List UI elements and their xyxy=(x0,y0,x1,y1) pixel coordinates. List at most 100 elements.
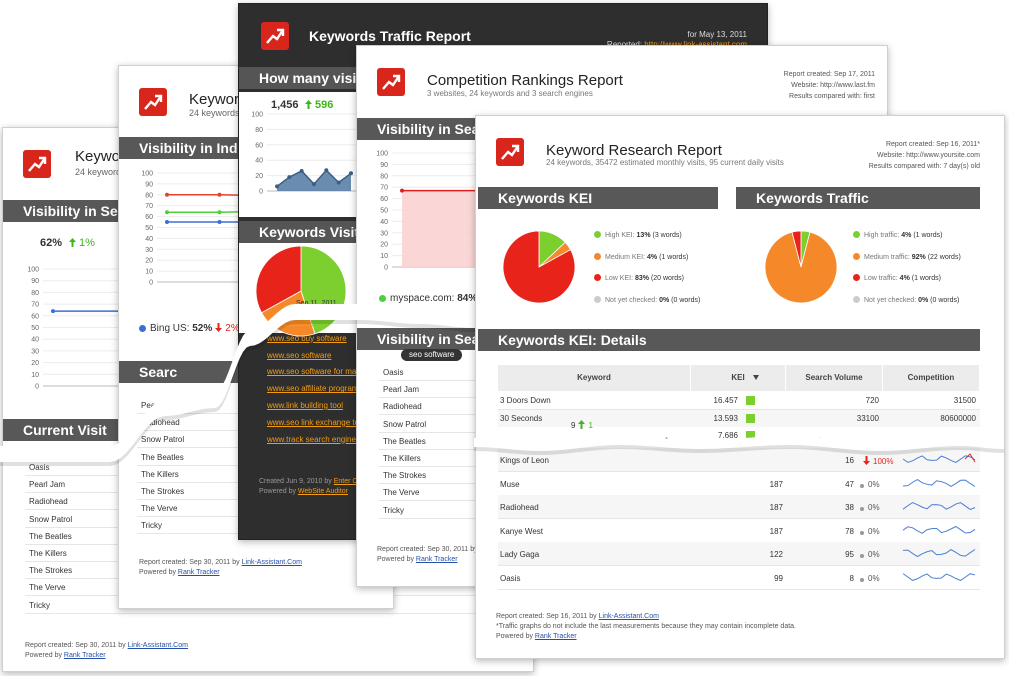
logo-arrow xyxy=(382,75,400,90)
y-tick-label: 50 xyxy=(145,225,153,232)
cell-search-volume: 33100 xyxy=(856,413,879,423)
sparkline-path xyxy=(964,453,976,463)
legend-label: myspace.com: xyxy=(390,293,455,304)
legend-item: Low traffic: 4% (1 words) xyxy=(853,274,941,283)
keyword-link[interactable]: www.seo buy software xyxy=(267,333,347,343)
footer-link[interactable]: Rank Tracker xyxy=(63,652,106,659)
sparkline-path xyxy=(902,549,976,558)
footer-link[interactable]: Enter Comp xyxy=(333,478,372,485)
keyword-link[interactable]: www.seo software xyxy=(267,350,332,360)
logo xyxy=(23,150,51,178)
cell-visits: 187 xyxy=(769,526,783,536)
y-tick-label: 80 xyxy=(31,290,39,297)
tear-band xyxy=(0,304,476,462)
report-title: Keywords Traffic Report xyxy=(309,28,471,44)
footer-line: Powered by WebSite Auditor xyxy=(259,488,348,496)
table-header: Search Volume xyxy=(786,365,882,391)
point xyxy=(217,192,222,197)
footer-link[interactable]: Rank Tracker xyxy=(415,556,458,563)
change-value: 0% xyxy=(868,526,880,536)
footer-text: Powered by xyxy=(496,633,533,640)
report-subtitle: 24 keywords, 35472 estimated monthly vis… xyxy=(546,158,784,167)
cell-keyword: Kanye West xyxy=(500,526,543,536)
cell-visits: 187 xyxy=(769,479,783,489)
cell-kei: 16.457 xyxy=(713,396,738,405)
point xyxy=(217,220,222,225)
stat-value: 1,456 xyxy=(271,99,299,111)
legend-item: Low KEI: 83% (20 words) xyxy=(594,274,684,283)
point xyxy=(165,210,169,215)
y-tick-label: 100 xyxy=(251,112,263,119)
keyword-link[interactable]: www.seo link exchange tool xyxy=(267,417,366,427)
report-meta: Website: http://www.last.fm xyxy=(791,82,875,89)
footer-link[interactable]: Link-Assistant.Com xyxy=(127,642,188,649)
sparkline-path xyxy=(902,502,976,511)
y-tick-label: 40 xyxy=(31,337,39,344)
y-tick-label: 0 xyxy=(35,384,39,391)
trend-arrow xyxy=(69,238,76,247)
arrow-shape xyxy=(863,456,870,465)
pie-slice xyxy=(791,230,802,268)
cell-keyword: 30 Seconds xyxy=(500,413,543,423)
footer-text: Report created: Sep 30, 2011 by xyxy=(139,559,240,566)
stat-value: 62% xyxy=(40,237,63,249)
legend-dot xyxy=(594,231,601,238)
keyword-link[interactable]: www.link building tool xyxy=(267,401,344,410)
point xyxy=(299,168,304,173)
legend-dot xyxy=(860,507,864,512)
cell-keyword: 3 Doors Down xyxy=(500,396,551,405)
footer-link[interactable]: Rank Tracker xyxy=(534,633,577,640)
footer-link[interactable]: WebSite Auditor xyxy=(297,488,348,495)
cell-change: 0% xyxy=(860,503,880,513)
sparkline-path xyxy=(902,573,976,582)
section-header: Keywords Traffic xyxy=(736,187,980,209)
keyword-link[interactable]: www.seo tool xyxy=(267,317,315,326)
legend-dot xyxy=(853,274,860,281)
cell-keyword: Radiohead xyxy=(500,503,539,513)
keyword-tag: seo software xyxy=(401,349,463,361)
legend-dot xyxy=(860,530,864,535)
legend-label: Low KEI: xyxy=(605,275,634,282)
legend-value: 4% xyxy=(901,232,912,239)
legend-words: (1 words) xyxy=(911,275,941,282)
legend-label: High KEI: xyxy=(605,232,635,239)
y-tick-label: 10 xyxy=(380,253,388,260)
cell-kei: 13.593 xyxy=(713,413,738,423)
cell-visits: 99 xyxy=(774,574,783,583)
cell-change: 0% xyxy=(860,480,880,490)
cell-keyword: Kings of Leon xyxy=(500,456,549,465)
footer-link[interactable]: Link-Assistant.Com xyxy=(598,613,659,620)
sort-icon xyxy=(753,375,759,380)
keyword-link[interactable]: www.seo software for mac xyxy=(267,367,361,377)
meta-link[interactable]: http://www.link-assistant.com xyxy=(644,40,747,49)
y-tick-label: 20 xyxy=(145,258,153,265)
legend-dot xyxy=(379,295,386,302)
cell-search-volume: 720 xyxy=(865,396,879,405)
logo-arrow xyxy=(501,145,519,160)
table-header: Competition xyxy=(883,365,979,391)
keyword-link[interactable]: www.seo affiliate program xyxy=(267,384,359,394)
y-tick-label: 10 xyxy=(145,269,153,276)
table-row xyxy=(498,448,980,472)
link-row: www.seo link exchange tool xyxy=(267,418,365,428)
pie-label: Sep 11, 2011 xyxy=(296,300,337,307)
legend-label: Medium traffic: xyxy=(864,254,910,261)
footer-link[interactable]: Link-Assistant.Com xyxy=(241,559,302,566)
y-tick-label: 20 xyxy=(31,360,39,367)
keyword-link[interactable]: www.track search engine posi xyxy=(267,434,373,444)
cell-rank: 47 xyxy=(845,479,854,489)
footer-link[interactable]: Rank Tracker xyxy=(177,569,220,576)
cell-rank: 38 xyxy=(845,503,854,513)
change-value: 0% xyxy=(868,550,880,560)
legend-item: Not yet checked: 0% (0 words) xyxy=(594,296,700,305)
legend-dot xyxy=(860,483,864,488)
logo xyxy=(496,138,524,166)
y-tick-label: 30 xyxy=(31,348,39,355)
footer-text: Created Jun 9, 2010 by xyxy=(259,478,332,485)
section-header: Keywords KEI: Details xyxy=(478,329,980,351)
trend-arrow xyxy=(578,420,586,429)
logo-arrow xyxy=(393,74,401,82)
logo-arrow xyxy=(277,28,285,36)
